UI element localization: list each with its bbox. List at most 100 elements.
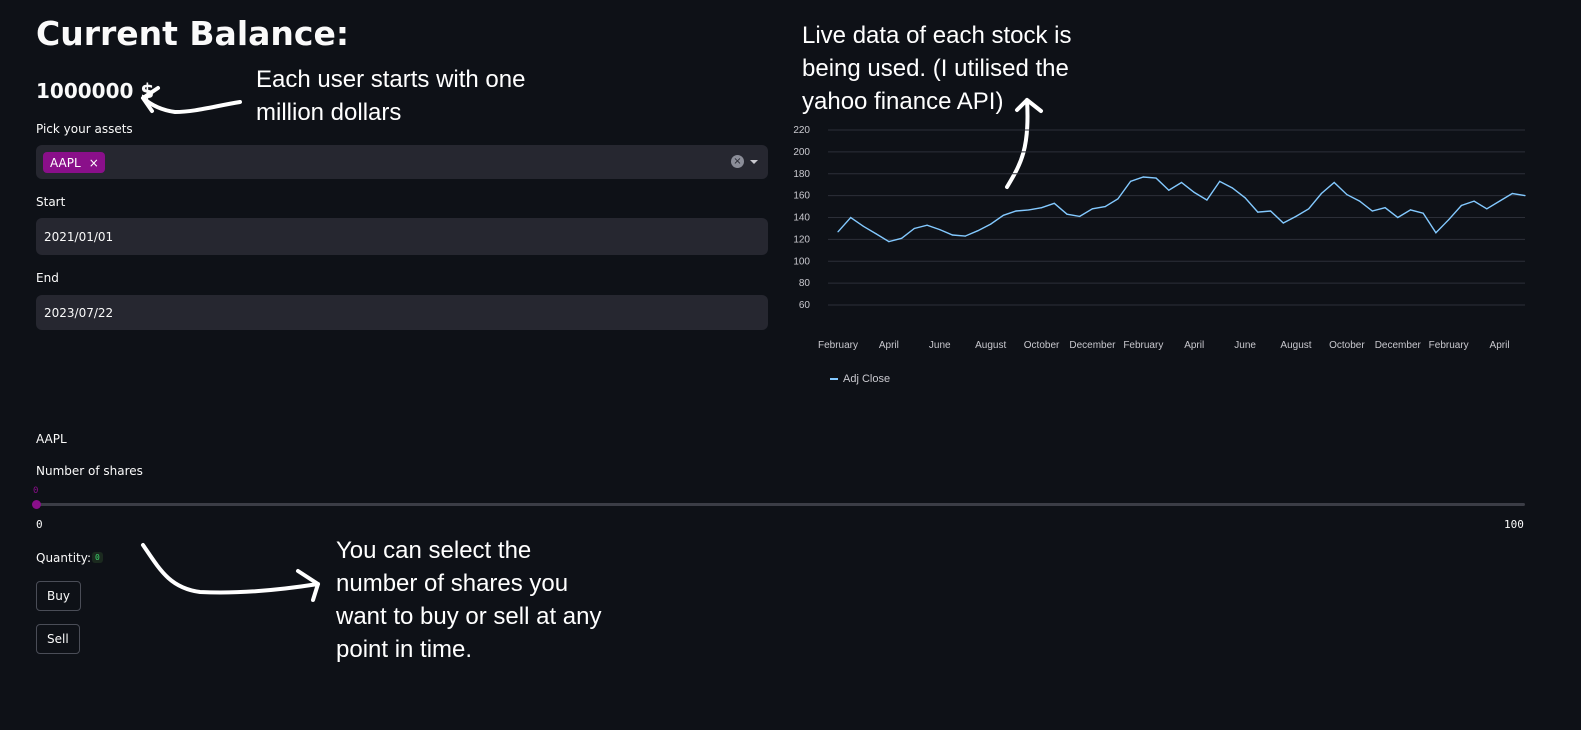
chart-x-tick-label: December xyxy=(1375,340,1422,351)
chart-y-tick-label: 200 xyxy=(793,147,810,158)
annotation-line: being used. (I utilised the xyxy=(802,55,1069,82)
chart-data-point xyxy=(977,230,979,232)
chart-data-point xyxy=(1206,199,1208,201)
chart-data-point xyxy=(1155,177,1157,179)
chart-data-point xyxy=(1435,232,1437,234)
chart-data-point xyxy=(1219,180,1221,182)
chip-remove-icon[interactable]: × xyxy=(88,155,99,170)
chart-data-point xyxy=(939,229,941,231)
chart-y-tick-label: 220 xyxy=(793,125,810,136)
chart-x-tick-label: April xyxy=(1490,340,1510,351)
chart-data-point xyxy=(875,233,877,235)
chart-y-tick-label: 80 xyxy=(799,278,811,289)
assets-label: Pick your assets xyxy=(36,122,133,136)
start-date-value: 2021/01/01 xyxy=(44,230,114,244)
chart-x-tick-label: February xyxy=(1123,340,1163,351)
slider-current-value: 0 xyxy=(33,486,39,496)
start-label: Start xyxy=(36,195,66,209)
chart-data-point xyxy=(1130,180,1132,182)
arrow-to-slider xyxy=(141,543,320,602)
end-label: End xyxy=(36,271,59,285)
chart-data-point xyxy=(1473,200,1475,202)
chart-y-tick-label: 60 xyxy=(799,300,811,311)
chart-data-point xyxy=(1499,200,1501,202)
chart-data-point xyxy=(990,223,992,225)
quantity-label: Quantity: xyxy=(36,551,92,565)
quantity-value: 0 xyxy=(92,552,103,563)
annotation-line: number of shares you xyxy=(336,570,569,597)
shares-annotation: You can select the number of shares you … xyxy=(336,534,601,666)
chart-x-tick-label: February xyxy=(818,340,858,351)
chart-data-point xyxy=(1359,200,1361,202)
chart-data-point xyxy=(951,234,954,236)
chart-x-tick-label: December xyxy=(1069,340,1116,351)
arrow-to-balance xyxy=(141,86,242,114)
chart-data-point xyxy=(1142,176,1144,178)
chart-data-point xyxy=(1041,207,1043,209)
chart-legend-label: Adj Close xyxy=(843,373,890,385)
chart-x-tick-label: June xyxy=(1234,340,1256,351)
chart-data-point xyxy=(1308,208,1310,210)
chart-data-point xyxy=(1384,207,1386,209)
shares-label: Number of shares xyxy=(36,464,143,478)
chart-x-tick-label: June xyxy=(929,340,951,351)
chart-data-point xyxy=(1104,206,1106,208)
annotation-line: Each user starts with one xyxy=(256,66,526,93)
chart-data-point xyxy=(964,235,966,237)
chart-x-tick-label: October xyxy=(1024,340,1060,351)
chart-data-point xyxy=(1244,197,1246,199)
chart-data-point xyxy=(1422,212,1424,214)
chart-data-point xyxy=(1448,219,1450,221)
buy-button[interactable]: Buy xyxy=(36,581,81,611)
chart-x-tick-label: August xyxy=(1280,340,1311,351)
end-date-value: 2023/07/22 xyxy=(44,306,114,320)
page-title: Current Balance: xyxy=(36,14,350,53)
balance-value: 1000000 $ xyxy=(36,79,155,103)
clear-icon[interactable]: × xyxy=(731,155,744,168)
stock-chart[interactable]: 60 80 100 120 140 160 180 200 220 February April Ju… xyxy=(790,118,1535,398)
chart-data-point xyxy=(1117,198,1119,200)
chart-data-point xyxy=(1002,214,1004,216)
chart-y-tick-label: 140 xyxy=(793,213,810,224)
chart-annotation: Live data of each stock is being used. (… xyxy=(802,19,1071,118)
chart-data-point xyxy=(1053,202,1055,204)
chart-legend-swatch xyxy=(830,378,838,380)
chart-data-point xyxy=(1346,194,1348,196)
chart-x-tick-label: April xyxy=(1184,340,1204,351)
chart-data-point xyxy=(1397,216,1399,219)
chart-y-tick-label: 160 xyxy=(793,191,810,202)
chart-data-point xyxy=(1231,187,1233,189)
stock-title: AAPL xyxy=(36,432,67,446)
end-date-input[interactable]: 2023/07/22 xyxy=(36,295,768,330)
chart-x-tick-label: April xyxy=(879,340,899,351)
chevron-down-icon[interactable] xyxy=(750,160,758,164)
chart-data-point xyxy=(1460,204,1462,207)
chart-data-point xyxy=(1486,208,1488,210)
chart-data-point xyxy=(926,224,928,226)
chart-data-point xyxy=(862,225,864,227)
chart-data-point xyxy=(1257,211,1259,213)
chart-data-point xyxy=(1282,222,1284,224)
assets-multiselect[interactable]: AAPL × × xyxy=(36,145,768,179)
balance-annotation: Each user starts with one million dollar… xyxy=(256,63,525,129)
start-date-input[interactable]: 2021/01/01 xyxy=(36,218,768,255)
chart-data-point xyxy=(1295,215,1297,217)
chart-data-point xyxy=(837,231,839,233)
chart-data-point xyxy=(850,216,852,219)
chart-x-tick-label: August xyxy=(975,340,1006,351)
chart-x-tick-label: October xyxy=(1329,340,1365,351)
chart-data-point xyxy=(913,227,915,230)
chart-data-point xyxy=(1168,189,1170,191)
annotation-line: million dollars xyxy=(256,99,402,126)
chart-data-point xyxy=(1524,195,1526,197)
chart-y-tick-label: 180 xyxy=(793,169,810,180)
asset-chip: AAPL × xyxy=(43,152,105,173)
sell-button[interactable]: Sell xyxy=(36,624,80,654)
slider-thumb[interactable] xyxy=(32,500,41,509)
chart-data-point xyxy=(888,241,890,243)
annotation-line: want to buy or sell at any xyxy=(336,603,602,630)
chart-series-line xyxy=(837,176,1526,243)
annotation-line: You can select the xyxy=(336,537,532,564)
slider-track[interactable] xyxy=(36,503,1525,506)
annotation-line: Live data of each stock is xyxy=(802,22,1072,49)
